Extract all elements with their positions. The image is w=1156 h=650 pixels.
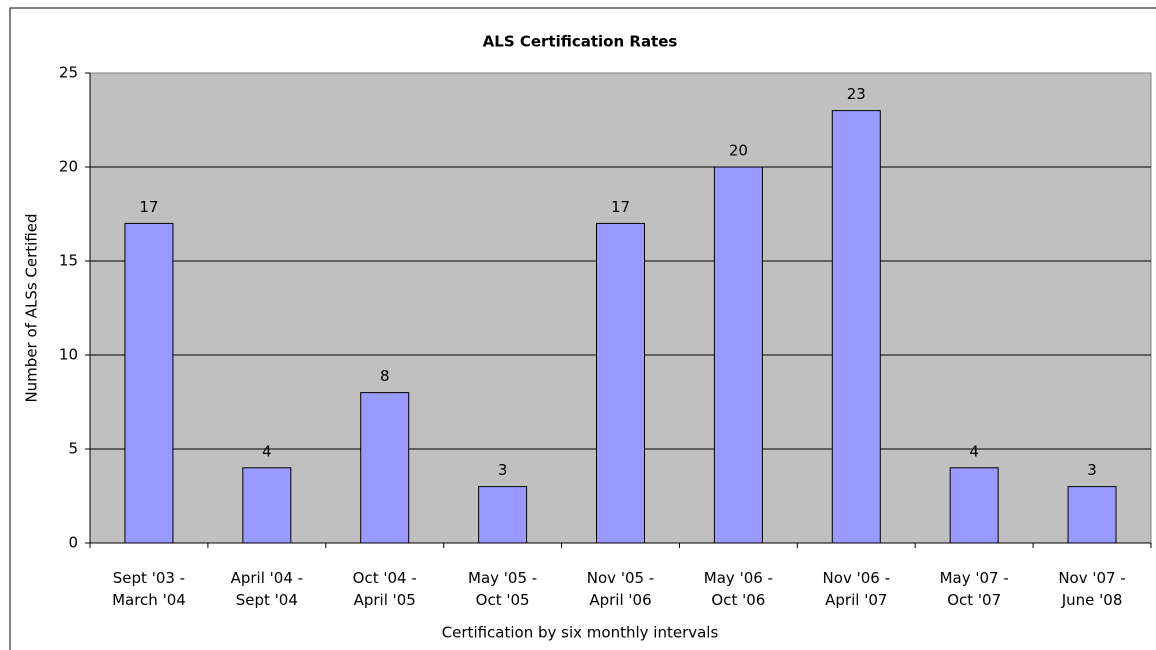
data-label: 23	[847, 85, 866, 103]
bar	[1067, 486, 1117, 544]
x-tick-label: April '04 -Sept '04	[231, 569, 303, 609]
bar	[949, 467, 999, 544]
bar	[242, 467, 292, 544]
y-axis-label: Number of ALSs Certified	[23, 213, 41, 402]
x-tick-label: May '06 -Oct '06	[704, 569, 773, 609]
data-label: 17	[139, 198, 158, 216]
data-label: 20	[729, 142, 748, 160]
y-tick-label: 10	[59, 346, 78, 364]
y-tick-label: 20	[59, 158, 78, 176]
data-label: 17	[611, 198, 630, 216]
data-label: 3	[498, 461, 508, 479]
data-label: 3	[1087, 461, 1097, 479]
bar	[831, 110, 881, 544]
data-label: 4	[969, 442, 979, 460]
y-tick-label: 0	[68, 534, 78, 552]
bar	[713, 166, 763, 544]
chart-title: ALS Certification Rates	[483, 33, 678, 51]
x-tick-label: Nov '06 -April '07	[823, 569, 890, 609]
data-label: 8	[380, 367, 390, 385]
x-tick-label: Oct '04 -April '05	[353, 569, 417, 609]
y-tick-label: 5	[68, 440, 78, 458]
x-tick-label: Nov '07 -June '08	[1058, 569, 1125, 609]
x-axis-label: Certification by six monthly intervals	[442, 624, 719, 642]
x-tick-label: May '05 -Oct '05	[468, 569, 537, 609]
bar	[124, 222, 174, 544]
x-tick-label: Nov '05 -April '06	[587, 569, 654, 609]
y-tick-label: 15	[59, 252, 78, 270]
bar	[360, 392, 410, 544]
data-label: 4	[262, 442, 272, 460]
bar	[478, 486, 528, 544]
x-tick-label: May '07 -Oct '07	[940, 569, 1009, 609]
x-tick-label: Sept '03 -March '04	[112, 569, 186, 609]
bar	[596, 222, 645, 544]
y-tick-label: 25	[59, 64, 78, 82]
